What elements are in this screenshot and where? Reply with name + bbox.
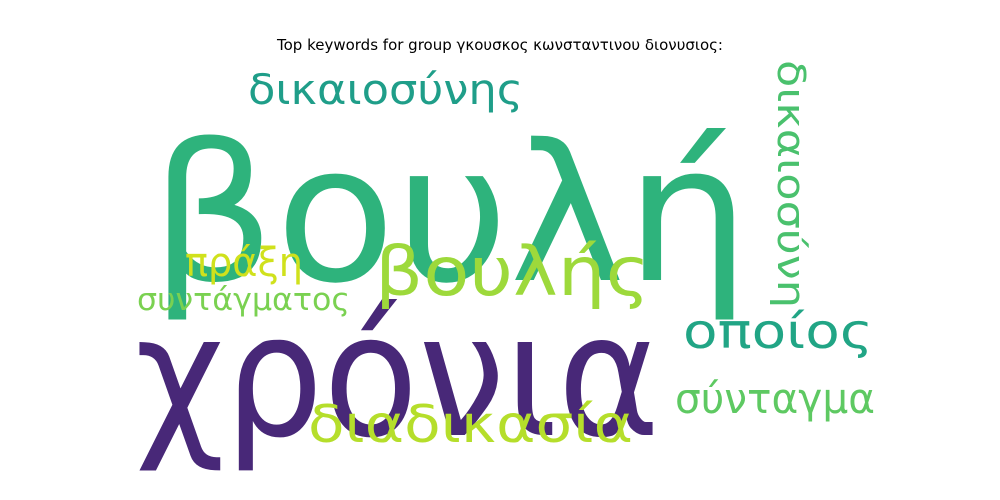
chart-title: Top keywords for group γκουσκος κωνσταντ… <box>277 36 723 54</box>
word-5: οποίος <box>683 304 873 360</box>
word-4: διαδικασία <box>308 395 633 455</box>
word-2: χρόνια <box>135 278 660 476</box>
word-7: δικαιοσύνης <box>248 65 523 114</box>
word-9: πράξη <box>185 240 303 286</box>
word-3: βουλής <box>375 233 650 312</box>
word-8: δικαιοσύνη <box>769 60 813 308</box>
word-10: συντάγματος <box>137 282 350 318</box>
word-6: σύνταγμα <box>675 374 875 423</box>
word-1: βουλή <box>150 104 750 325</box>
